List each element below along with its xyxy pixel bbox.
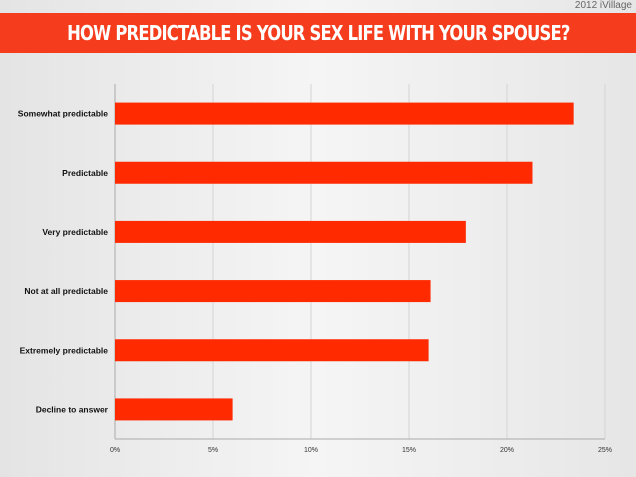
chart-title: HOW PREDICTABLE IS YOUR SEX LIFE WITH YO… [66, 21, 570, 45]
category-label: Extremely predictable [20, 345, 109, 355]
category-label: Predictable [62, 168, 108, 178]
bar [115, 161, 533, 184]
category-label: Somewhat predictable [18, 109, 108, 119]
title-bar: HOW PREDICTABLE IS YOUR SEX LIFE WITH YO… [0, 13, 636, 53]
bar [115, 398, 233, 421]
category-label: Not at all predictable [24, 286, 108, 296]
x-tick-label: 5% [208, 447, 218, 454]
x-tick-label: 25% [598, 447, 612, 454]
bar [115, 339, 429, 362]
category-label: Decline to answer [36, 404, 109, 414]
credit-text: 2012 iVillage [574, 0, 632, 11]
x-tick-label: 15% [402, 447, 416, 454]
x-tick-label: 20% [500, 447, 514, 454]
bar [115, 220, 466, 243]
category-label: Very predictable [42, 227, 108, 237]
bar [115, 102, 574, 125]
x-tick-label: 10% [304, 447, 318, 454]
x-tick-label: 0% [110, 447, 120, 454]
bar [115, 280, 431, 303]
